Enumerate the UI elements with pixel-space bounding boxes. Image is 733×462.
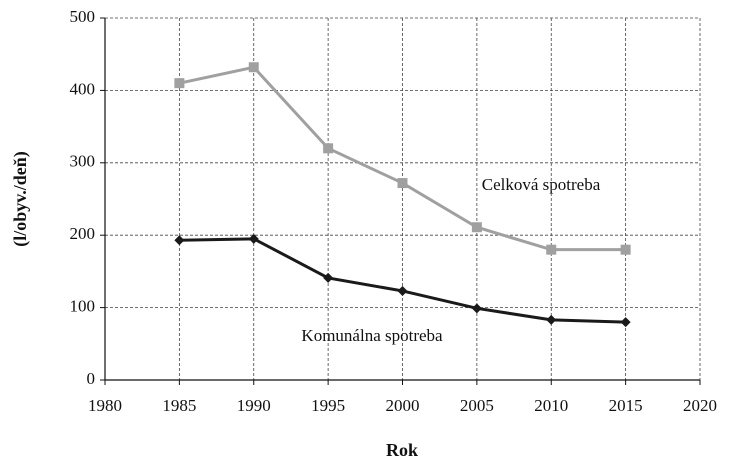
marker — [546, 244, 557, 255]
marker — [397, 178, 408, 189]
x-tick-label: 2015 — [609, 396, 643, 415]
marker — [174, 235, 185, 246]
x-tick-label: 1985 — [162, 396, 196, 415]
marker — [546, 314, 557, 325]
series-label: Komunálna spotreba — [301, 326, 443, 345]
x-tick-label: 1980 — [88, 396, 122, 415]
y-tick-label: 400 — [70, 79, 96, 98]
marker — [471, 222, 482, 233]
marker — [174, 78, 185, 89]
marker — [248, 62, 259, 73]
x-axis-label: Rok — [386, 440, 418, 460]
y-tick-label: 100 — [70, 297, 96, 316]
x-tick-label: 1995 — [311, 396, 345, 415]
marker — [323, 272, 334, 283]
y-tick-label: 0 — [87, 369, 96, 388]
y-tick-label: 200 — [70, 224, 96, 243]
y-axis-label: (l/obyv./deň) — [10, 151, 31, 247]
marker — [620, 244, 631, 255]
marker — [620, 317, 631, 328]
y-tick-label: 500 — [70, 7, 96, 26]
marker — [323, 143, 334, 154]
marker — [397, 285, 408, 296]
x-tick-label: 2000 — [386, 396, 420, 415]
series-label: Celková spotreba — [482, 175, 601, 194]
x-tick-label: 1990 — [237, 396, 271, 415]
marker — [471, 303, 482, 314]
y-tick-label: 300 — [70, 152, 96, 171]
x-tick-label: 2010 — [534, 396, 568, 415]
x-tick-label: 2005 — [460, 396, 494, 415]
marker — [248, 233, 259, 244]
x-tick-label: 2020 — [683, 396, 717, 415]
